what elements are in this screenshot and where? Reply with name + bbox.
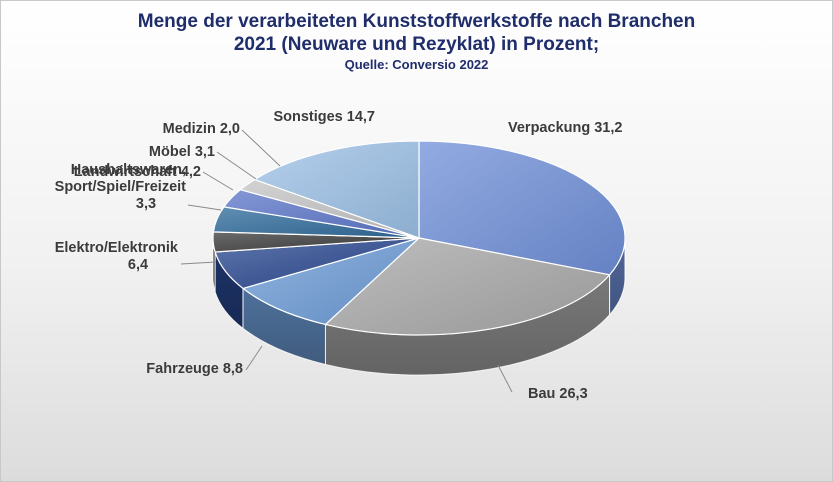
pie-side-shade-1 xyxy=(325,274,610,375)
data-label-5: Landwirtschaft 4,2 xyxy=(74,164,201,180)
leader-line-6 xyxy=(216,151,257,180)
data-label-6: Möbel 3,1 xyxy=(149,144,215,160)
data-label-3: Elektro/Elektronik 6,4 xyxy=(55,240,179,273)
pie-slice-fahrzeuge xyxy=(241,237,420,326)
data-label-2: Fahrzeuge 8,8 xyxy=(146,361,243,377)
leader-line-3 xyxy=(180,261,217,265)
leader-line-2 xyxy=(245,345,263,371)
chart-title: Menge der verarbeiteten Kunststoffwerkst… xyxy=(0,10,833,73)
chart-title-line1: Menge der verarbeiteten Kunststoffwerkst… xyxy=(137,11,696,32)
chart-subtitle: Quelle: Conversio 2022 xyxy=(344,57,489,72)
leader-line-5 xyxy=(202,171,234,191)
data-label-8: Sonstiges 14,7 xyxy=(273,109,375,125)
leader-line-1 xyxy=(497,364,513,393)
pie-slice-bau xyxy=(324,237,611,336)
pie-slice-verpackung xyxy=(418,140,626,276)
chart-title-line2: 2021 (Neuware und Rezyklat) in Prozent; xyxy=(233,34,600,55)
leader-line-4 xyxy=(187,204,222,211)
data-label-4: Haushaltswaren, Sport/Spiel/Freizeit 3,3 xyxy=(55,162,186,212)
leader-line-7 xyxy=(241,129,281,167)
data-label-7: Medizin 2,0 xyxy=(163,121,240,137)
pie-side-shade-3 xyxy=(215,251,244,329)
data-label-1: Bau 26,3 xyxy=(528,386,588,402)
data-label-0: Verpackung 31,2 xyxy=(508,120,622,136)
pie-side-shade-2 xyxy=(243,288,326,365)
pie-slice-sonstiges xyxy=(253,140,420,239)
